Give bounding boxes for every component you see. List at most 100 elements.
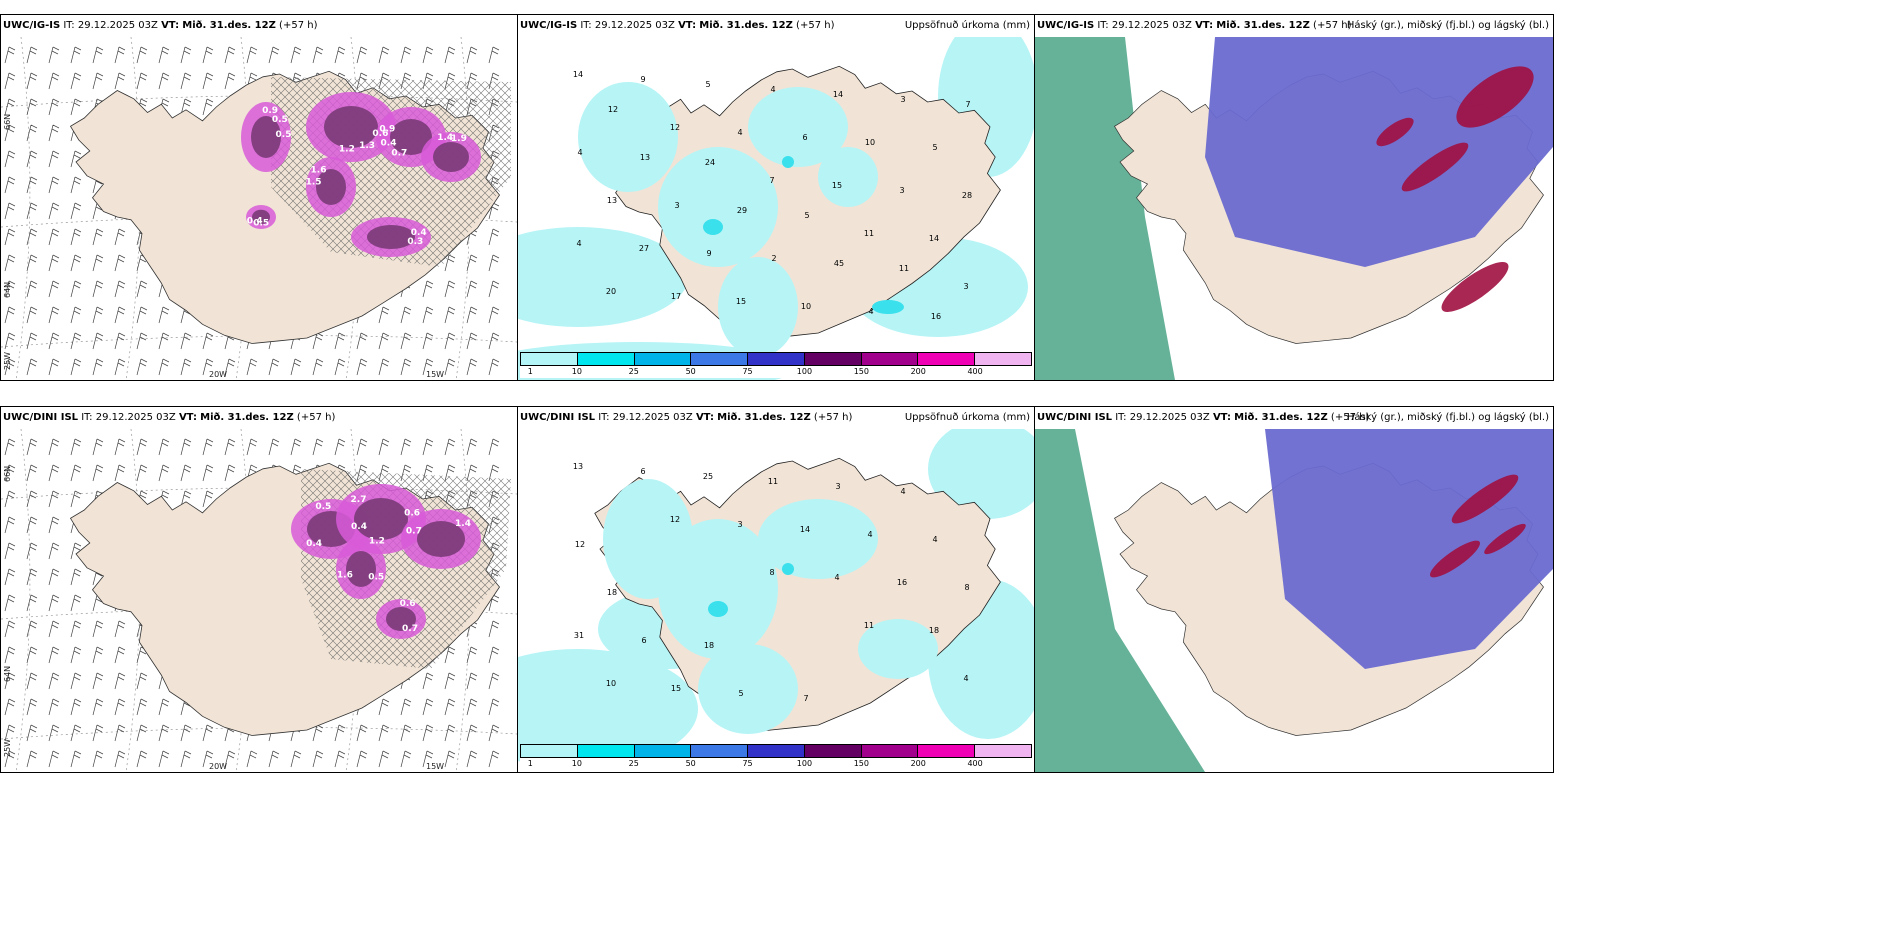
precip-value-label: 5 [705,80,710,89]
wind-barb [4,150,16,168]
wind-barb [26,620,38,638]
wind-barb [92,724,104,742]
wind-barb [70,594,82,612]
wind-barb [4,202,16,220]
colorbar-label: 1 [527,759,533,768]
wind-barb [70,176,82,194]
wind-barb [400,724,412,742]
wind-barb [422,280,434,298]
wind-barb [48,464,60,482]
wind-barb [488,306,500,324]
wind-barb [48,750,60,768]
cloud-svg [1035,429,1553,772]
precip-area [718,257,798,357]
precip-value-label: 3 [900,95,905,104]
colorbar-swatch [748,745,805,757]
precip-map[interactable]: 14 12 7 11 3 9 4 15 14 20 5 6 3 4 17 4 10 28 27 15 14 5 13 9 10 3… [518,37,1034,380]
precip-value-label: 7 [965,100,970,109]
colorbar-label: 150 [853,759,869,768]
wind-barb [378,358,390,376]
wind-barb [48,646,60,664]
colorbar-swatch [975,353,1032,365]
precip-value-label: 9 [706,249,711,258]
wind-barb [378,724,390,742]
wind-barb [48,438,60,456]
wind-barb [466,724,478,742]
precip-area [658,519,778,659]
cloud-map[interactable] [1035,429,1553,772]
wind-barb [444,254,456,272]
cloud-map[interactable] [1035,37,1553,380]
wind-barb [136,358,148,376]
lat-label: 66N [3,113,12,130]
colorbar-label: 400 [967,759,983,768]
precip-value-label: 4 [900,487,905,496]
snow-core [367,225,415,249]
snow-value-label: 1.2 [369,536,385,546]
wind-barb [488,438,500,456]
wind-barb [114,358,126,376]
precip-value-label: 16 [931,312,941,321]
precip-value-label: 18 [704,641,714,650]
wind-barb [246,358,258,376]
precip-value-label: 25 [703,472,713,481]
precip-value-label: 3 [674,201,679,210]
cloud-svg [1035,37,1553,380]
precip-area [858,619,938,679]
snow-value-label: 1.2 [339,144,355,154]
wind-barb [202,72,214,90]
wind-snow-map[interactable]: 0.5 1.2 0.9 1.9 0.3 0.4 1.6 0.5 1.3 0.4 1.4 0.4 0.5 1… [1,37,517,380]
wind-barb [202,750,214,768]
wind-barb [4,542,16,560]
wind-barb [466,646,478,664]
wind-barb [488,228,500,246]
colorbar-swatch [577,745,635,757]
wind-barb [136,280,148,298]
wind-barb [70,750,82,768]
wind-barb [4,46,16,64]
precip-max [708,601,728,617]
wind-snow-map[interactable]: 0.4 1.2 0.7 0.6 0.5 0.4 2.7 1.4 0.7 1.6 0.5 0.6 [1,429,517,772]
wind-barb [180,332,192,350]
wind-barb [26,490,38,508]
snow-value-label: 1.5 [306,178,322,188]
wind-barb [70,202,82,220]
wind-barb [26,254,38,272]
snow-value-label: 1.4 [437,133,453,143]
wind-barb [444,46,456,64]
wind-barb [48,698,60,716]
precip-value-label: 10 [865,138,875,147]
wind-barb [4,594,16,612]
wind-barb [92,620,104,638]
wind-barb [92,228,104,246]
precip-area [578,82,678,192]
precip-map[interactable]: 13 12 8 11 4 6 3 4 18 10 25 14 16 31 15 11 4 8 6 5 3 4 18 18 7 4 1… [518,429,1034,772]
wind-barb [114,672,126,690]
wind-barb [4,306,16,324]
wind-barb [312,438,324,456]
wind-barb [400,358,412,376]
precip-value-label: 12 [670,123,680,132]
wind-barb [400,46,412,64]
colorbar-label: 100 [796,367,813,376]
wind-barb [26,542,38,560]
wind-barb [48,228,60,246]
wind-barb [202,98,214,116]
precip-value-label: 13 [607,196,617,205]
mid-cloud-area [1401,142,1469,192]
wind-barb [422,358,434,376]
precip-value-label: 17 [671,292,681,301]
precip-value-label: 16 [897,578,907,587]
wind-barb [444,724,456,742]
wind-barb [180,46,192,64]
snow-core [417,521,465,557]
wind-barb [26,150,38,168]
wind-barb [4,176,16,194]
wind-barb [136,724,148,742]
wind-barb [290,358,302,376]
wind-barb [488,358,500,376]
panel-bottom-precip: UWC/DINI ISL IT: 29.12.2025 03Z VT: Mið.… [517,406,1035,773]
wind-barb [202,358,214,376]
wind-barb [466,332,478,350]
wind-barb [378,46,390,64]
